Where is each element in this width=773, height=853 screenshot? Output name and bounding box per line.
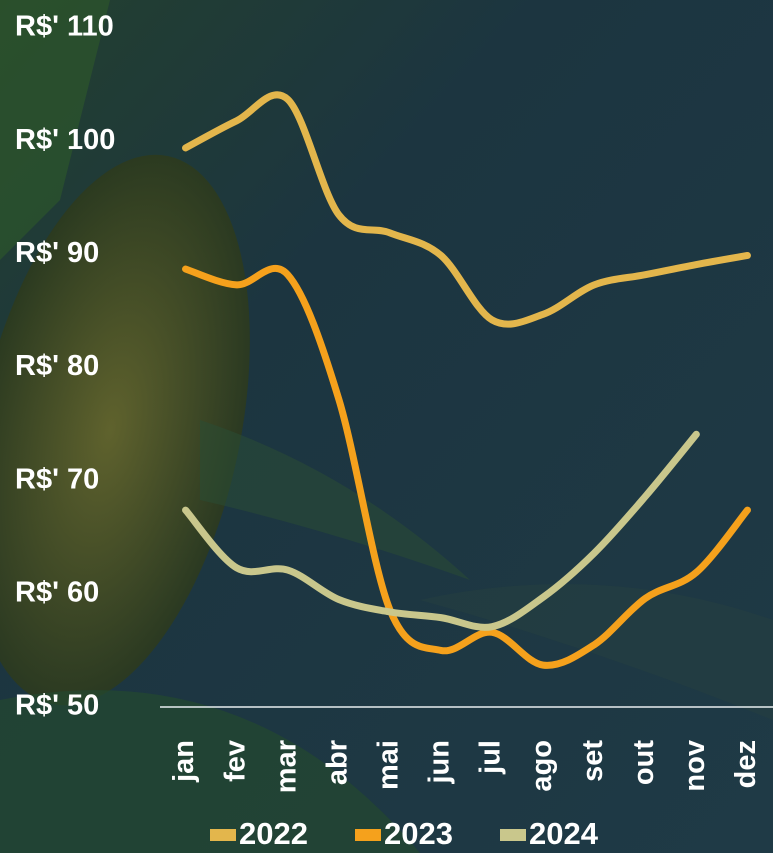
x-tick-label: fev [219,740,251,782]
x-tick-label: jun [424,740,456,785]
x-tick-label: ago [526,740,558,792]
x-tick-label: mar [270,740,302,793]
y-tick-label: R$' 100 [15,124,115,156]
x-tick-label: out [628,740,660,785]
legend-swatch [210,829,236,841]
chart: R$' 50 R$' 60 R$' 70 R$' 80 R$' 90 R$' 100 R$'… [0,0,773,853]
legend-swatch [500,829,526,841]
legend-label: 2023 [384,816,453,851]
x-tick-label: mai [373,740,405,790]
y-tick-label: R$' 60 [15,576,99,608]
legend-label: 2022 [239,816,308,851]
page: {"chart_data": {"type": "line", "categor… [0,0,773,853]
x-tick-label: jul [475,740,507,775]
legend-swatch [355,829,381,841]
y-tick-label: R$' 50 [15,690,99,722]
y-tick-label: R$' 70 [15,463,99,495]
y-tick-label: R$' 80 [15,350,99,382]
y-tick-label: R$' 110 [15,11,114,43]
legend-label: 2024 [529,816,599,851]
x-tick-label: dez [730,740,762,788]
x-tick-label: nov [679,740,711,792]
x-tick-label: abr [321,740,353,785]
x-tick-label: jan [168,740,200,783]
y-tick-label: R$' 90 [15,237,99,269]
x-tick-label: set [577,740,609,782]
